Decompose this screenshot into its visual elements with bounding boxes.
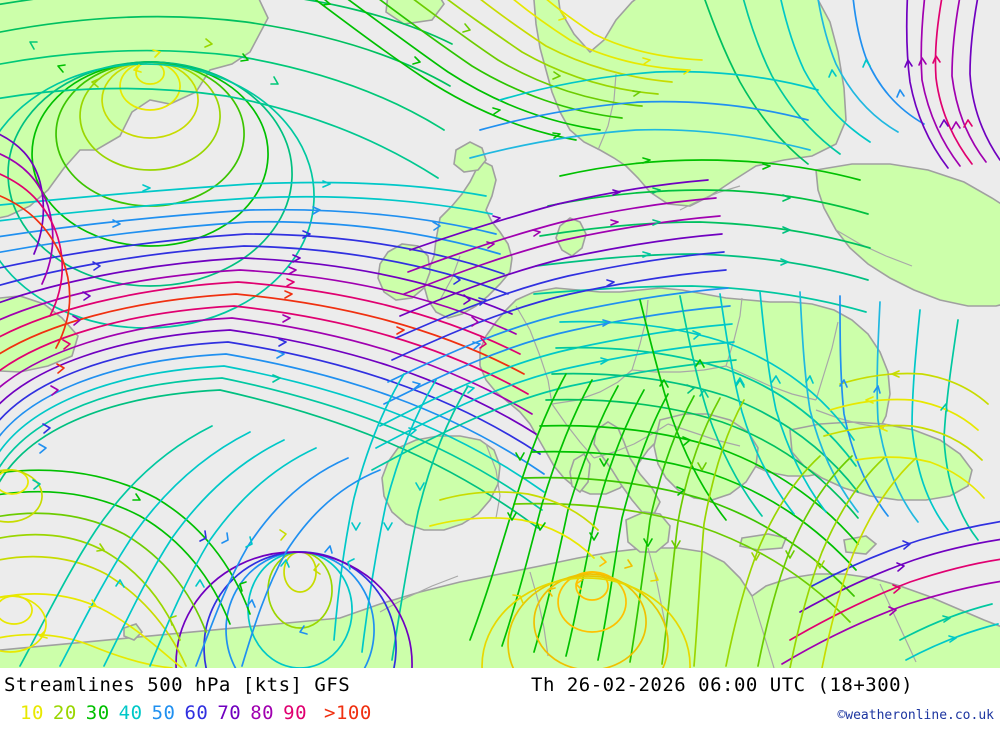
legend-item-20: 20 xyxy=(52,702,77,724)
map-footer: Streamlines 500 hPa [kts] GFS Th 26-02-2… xyxy=(0,668,1000,733)
legend-item-10: 10 xyxy=(20,702,44,724)
copyright-link[interactable]: ©weatheronline.co.uk xyxy=(837,708,994,723)
valid-time: Th 26-02-2026 06:00 UTC (18+300) xyxy=(531,674,914,696)
streamline-arrows xyxy=(29,0,973,643)
legend-item-50: 50 xyxy=(151,702,176,724)
map-canvas xyxy=(0,0,1000,668)
legend-item-30: 30 xyxy=(85,702,110,724)
streamline-layer xyxy=(0,0,1000,668)
legend-item-90: 90 xyxy=(283,702,308,724)
streamline-map[interactable] xyxy=(0,0,1000,668)
legend-item-80: 80 xyxy=(250,702,275,724)
legend-item-40: 40 xyxy=(118,702,143,724)
map-title: Streamlines 500 hPa [kts] GFS xyxy=(4,674,351,696)
wind-speed-legend: 10 20 30 40 50 60 70 80 90 >100 xyxy=(20,702,372,724)
legend-item-gt100: >100 xyxy=(324,702,372,724)
legend-item-70: 70 xyxy=(217,702,242,724)
legend-item-60: 60 xyxy=(184,702,209,724)
